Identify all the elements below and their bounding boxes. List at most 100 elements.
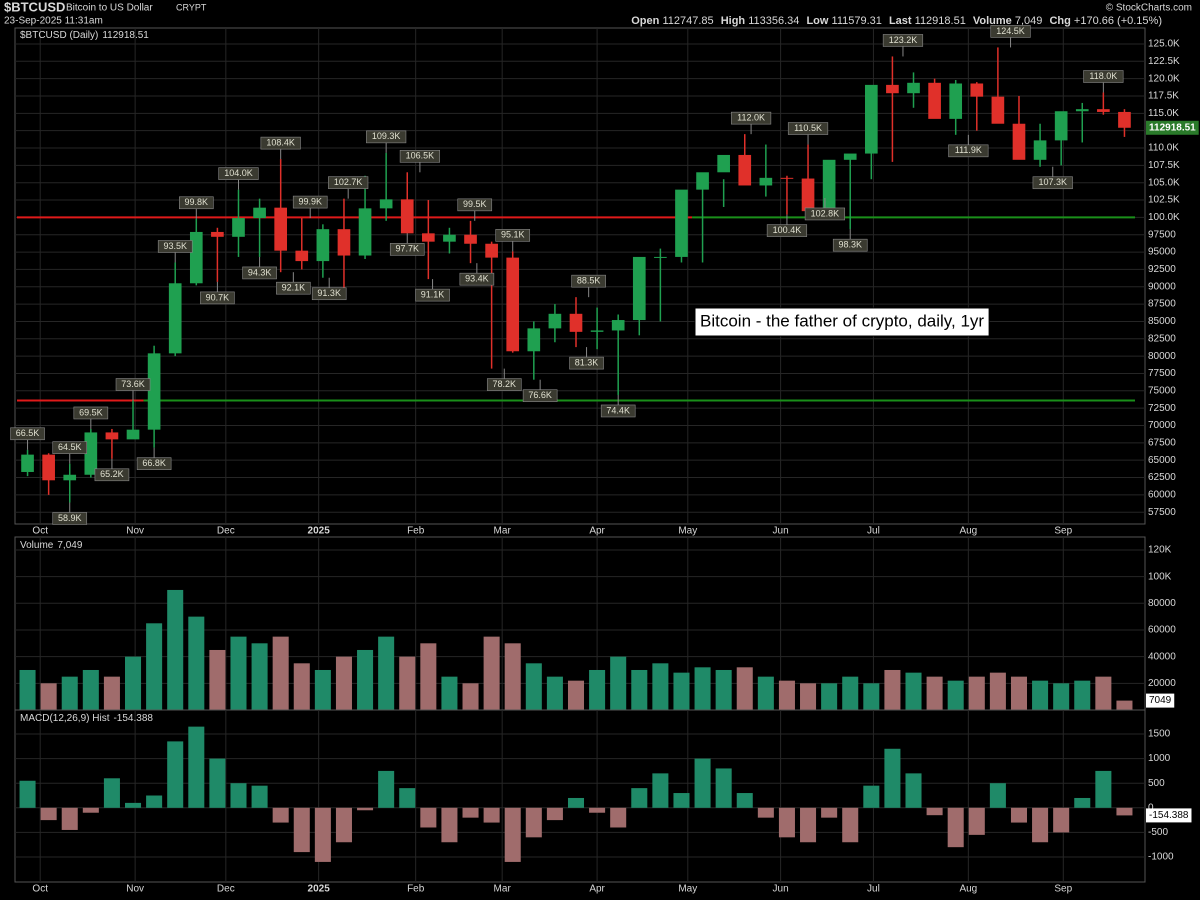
annotation-label: 109.3K <box>372 131 401 141</box>
y-tick-label: 105.0K <box>1148 177 1180 188</box>
bar <box>188 726 205 808</box>
annotation-label: 97.7K <box>395 244 419 254</box>
bar <box>441 807 458 843</box>
annotation-box <box>136 457 172 470</box>
y-tick-label: 87500 <box>1148 299 1176 310</box>
x-tick-label: Apr <box>589 526 605 537</box>
candle-body <box>1033 140 1047 160</box>
y-tick-label: 500 <box>1148 778 1165 789</box>
candle-body <box>759 177 773 186</box>
legend: Volume 7,049 <box>20 540 83 551</box>
candle-body <box>886 84 899 94</box>
annotation-label: 98.3K <box>838 240 862 250</box>
bar <box>272 807 289 823</box>
x-tick-label: Dec <box>217 884 235 895</box>
candle-body <box>569 313 583 332</box>
bar <box>926 807 943 816</box>
bar <box>146 623 163 710</box>
bar <box>61 676 78 710</box>
y-tick-label: 1500 <box>1148 729 1171 740</box>
y-tick-label: 100.0K <box>1148 212 1180 223</box>
bar <box>778 680 795 710</box>
candle-body <box>379 199 393 209</box>
bar <box>1010 676 1027 710</box>
legend-title: Volume <box>20 540 54 551</box>
y-tick-label: 117.5K <box>1148 91 1179 102</box>
bar <box>167 589 184 710</box>
bar <box>778 807 795 838</box>
annotation-label: 107.3K <box>1038 177 1067 187</box>
panel-frame <box>14 27 1146 525</box>
candle-body <box>337 229 351 256</box>
y-tick-label: 125.0K <box>1148 39 1180 50</box>
annotation-label: 111.9K <box>955 145 982 155</box>
candle-body <box>632 256 646 321</box>
annotation-box <box>52 512 88 525</box>
annotation-box <box>157 240 193 253</box>
annotation-label: 118.0K <box>1089 71 1117 81</box>
legend-value: -154.388 <box>113 713 153 724</box>
bar <box>314 807 331 862</box>
annotation-box <box>328 176 369 189</box>
bar <box>335 656 352 710</box>
bar <box>399 656 416 710</box>
bar <box>272 636 289 710</box>
candle-body <box>1097 109 1110 112</box>
annotation-box <box>311 287 347 301</box>
bar <box>1032 807 1049 843</box>
panel-frame <box>14 709 1146 883</box>
bar <box>1053 807 1070 833</box>
annotation-label: 66.5K <box>16 428 40 438</box>
candle-body <box>211 231 224 237</box>
bar <box>884 748 901 808</box>
bar <box>926 676 943 710</box>
bar <box>842 676 859 710</box>
annotation-box <box>522 389 558 403</box>
annotation-label: 95.1K <box>501 230 525 240</box>
annotation-box <box>260 136 301 150</box>
bar <box>399 788 416 808</box>
annotation-box <box>486 378 522 391</box>
y-tick-label: 1000 <box>1148 753 1171 764</box>
bar <box>146 795 163 808</box>
y-tick-label: 107.5K <box>1148 160 1180 171</box>
bar <box>314 669 331 710</box>
bar <box>293 663 310 710</box>
candle-body <box>822 159 836 212</box>
y-tick-label: 60000 <box>1148 625 1176 636</box>
candle-body <box>295 250 309 262</box>
exchange: CRYPT <box>176 2 207 12</box>
candle-body <box>232 218 245 237</box>
x-tick-label: Mar <box>494 884 512 895</box>
bar <box>947 680 964 710</box>
x-tick-label: Jul <box>867 526 880 537</box>
x-tick-label: May <box>678 884 697 895</box>
annotation-label: 65.2K <box>100 469 124 479</box>
bar <box>1010 807 1027 823</box>
bar <box>1116 807 1133 816</box>
legend-value: 112918.51 <box>102 30 149 41</box>
annotation-box <box>10 427 45 441</box>
annotation-box <box>571 274 606 288</box>
annotation-box <box>569 356 604 370</box>
x-tick-label: Jun <box>773 526 789 537</box>
annotation-box <box>459 272 495 286</box>
annotation-box <box>276 281 311 295</box>
bar <box>567 680 585 710</box>
bar <box>884 669 901 710</box>
candle-body <box>696 172 709 190</box>
y-tick-label: 65000 <box>1148 455 1176 466</box>
annotation-box <box>882 34 924 47</box>
candle-body <box>464 234 477 244</box>
annotation-label: 78.2K <box>493 379 517 389</box>
bar <box>209 649 226 710</box>
x-tick-label: Oct <box>32 884 48 895</box>
bar <box>19 780 36 808</box>
bar <box>1095 676 1112 710</box>
y-tick-label: -1000 <box>1148 852 1174 863</box>
bar <box>293 807 310 853</box>
bar <box>82 669 99 710</box>
bar <box>40 683 57 710</box>
candle-body <box>21 454 34 472</box>
candle-body <box>738 154 752 186</box>
